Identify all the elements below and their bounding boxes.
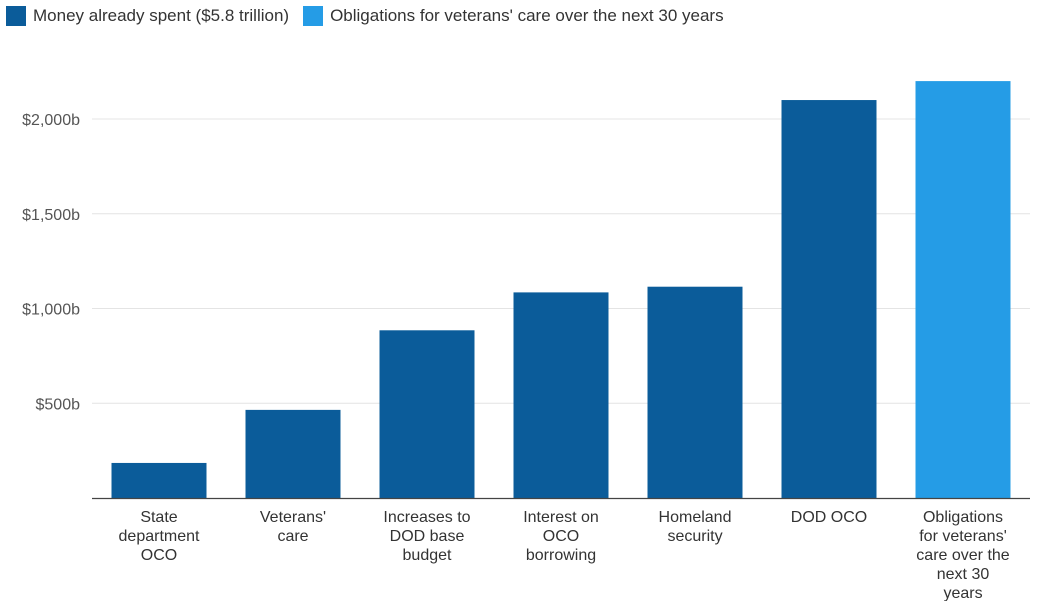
legend-swatch-spent bbox=[6, 6, 26, 26]
legend-swatch-obligations bbox=[303, 6, 324, 26]
chart-legend: Money already spent ($5.8 trillion) Obli… bbox=[6, 6, 724, 26]
bar-3 bbox=[513, 292, 609, 498]
bar-1 bbox=[245, 409, 341, 498]
bar-0 bbox=[111, 462, 207, 498]
x-tick-label-0: State department OCO bbox=[119, 509, 200, 564]
bar-4 bbox=[647, 286, 743, 498]
x-tick-label-1: Veterans' care bbox=[260, 509, 326, 545]
legend-label-obligations: Obligations for veterans' care over the … bbox=[330, 6, 724, 25]
legend-item-spent: Money already spent ($5.8 trillion) bbox=[6, 6, 289, 26]
y-tick-label-0: $500b bbox=[36, 396, 81, 413]
x-tick-label-4: Homeland security bbox=[659, 509, 732, 545]
x-tick-label-3: Interest on OCO borrowing bbox=[523, 509, 599, 564]
x-tick-label-6: Obligations for veterans' care over the nex… bbox=[916, 509, 1009, 601]
x-tick-label-2: Increases to DOD base budget bbox=[383, 509, 470, 564]
bar-6 bbox=[915, 81, 1011, 498]
legend-label-spent: Money already spent ($5.8 trillion) bbox=[33, 6, 290, 25]
bar-2 bbox=[379, 330, 475, 498]
y-tick-label-3: $2,000b bbox=[22, 112, 80, 129]
y-tick-label-1: $1,000b bbox=[22, 302, 80, 319]
x-tick-label-5: DOD OCO bbox=[791, 509, 867, 526]
legend-item-obligations: Obligations for veterans' care over the … bbox=[303, 6, 724, 26]
bar-5 bbox=[781, 100, 877, 499]
y-tick-label-2: $1,500b bbox=[22, 207, 80, 224]
